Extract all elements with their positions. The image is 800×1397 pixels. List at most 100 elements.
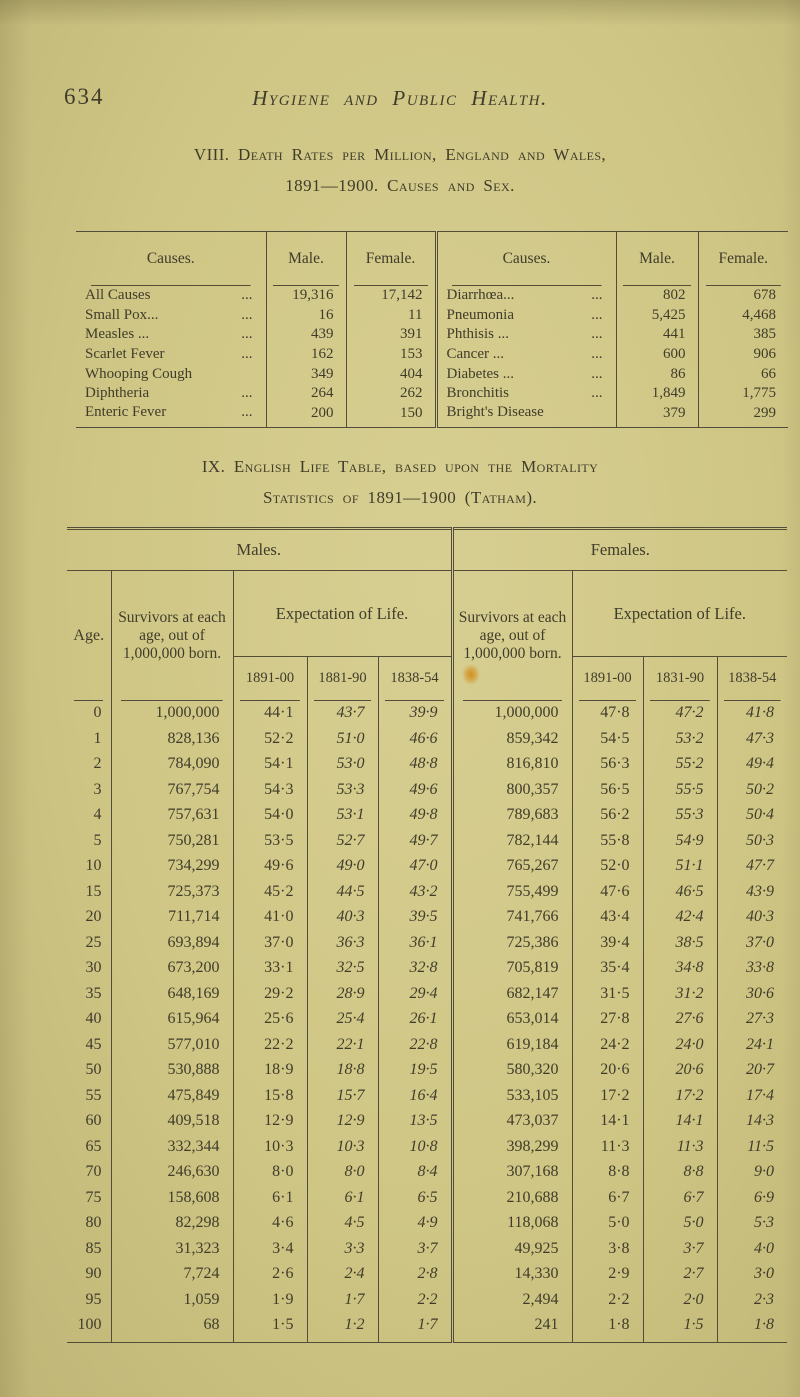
female-survivors-value: 619,184: [452, 1032, 573, 1058]
male-expectation-1891-00: 49·6: [233, 853, 308, 879]
life-table-row: 35 648,169 29·2 28·9 29·4 682,147 31·5 3…: [67, 981, 787, 1007]
cause-name: All Causes: [85, 287, 151, 304]
male-expectation-1838-54: 29·4: [378, 981, 454, 1007]
male-expectation-1891-00: 25·6: [233, 1006, 308, 1032]
leader-dots: ...: [241, 346, 253, 363]
male-expectation-1891-00: 29·2: [233, 981, 308, 1007]
female-expectation-1831-90: 1·5: [643, 1312, 718, 1343]
female-expectation-1831-90: 47·2: [643, 700, 718, 726]
female-expectation-1838-54: 6·9: [754, 1188, 775, 1206]
male-expectation-1881-90: 8·0: [307, 1159, 379, 1185]
female-expectation-1838-54: 27·3: [746, 1010, 775, 1028]
leader-dots: ...: [591, 306, 603, 323]
male-survivors-value: 734,299: [111, 853, 234, 879]
male-expectation-1838-54: 48·8: [378, 751, 454, 777]
male-survivors-value: 725,373: [111, 879, 234, 905]
male-survivors-value: 693,894: [111, 930, 234, 956]
female-expectation-1838-54: 37·0: [746, 933, 775, 951]
female-expectation-1831-90: 34·8: [643, 955, 718, 981]
life-table-row: 20 711,714 41·0 40·3 39·5 741,766 43·4 4…: [67, 904, 787, 930]
female-value: 1,775: [742, 385, 776, 402]
female-expectation-1891-00: 2·9: [572, 1261, 644, 1287]
leader-dots: ...: [241, 404, 253, 421]
male-expectation-1881-90: 53·1: [307, 802, 379, 828]
female-expectation-1831-90: 53·2: [643, 726, 718, 752]
leader-dots: ...: [591, 326, 603, 343]
female-expectation-1831-90: 54·9: [643, 828, 718, 854]
age-value: 35: [67, 981, 112, 1007]
cause-name: Pneumonia: [446, 306, 515, 323]
stain-mark: [462, 664, 480, 685]
age-value: 80: [67, 1210, 112, 1236]
male-survivors-value: 784,090: [111, 751, 234, 777]
male-expectation-1881-90: 18·8: [307, 1057, 379, 1083]
female-expectation-1831-90: 46·5: [643, 879, 718, 905]
male-expectation-1891-00: 6·1: [233, 1185, 308, 1211]
male-expectation-1838-54: 13·5: [378, 1108, 454, 1134]
female-expectation-1831-90: 55·2: [643, 751, 718, 777]
female-year-header-1838-54: 1838-54: [717, 656, 788, 701]
male-year-header-1838-54: 1838-54: [378, 656, 454, 701]
female-expectation-1891-00: 6·7: [572, 1185, 644, 1211]
male-expectation-header: Expectation of Life.: [233, 570, 454, 657]
female-survivors-value: 725,386: [452, 930, 573, 956]
male-expectation-1891-00: 54·1: [233, 751, 308, 777]
death-rates-title-line1: VIII. Death Rates per Million, England a…: [193, 145, 607, 164]
life-table-row: 0 1,000,000 44·1 43·7 39·9 1,000,000 47·…: [67, 700, 787, 726]
male-expectation-1891-00: 12·9: [233, 1108, 308, 1134]
female-expectation-1838-54: 24·1: [746, 1035, 775, 1053]
cause-cell: Whooping Cough: [76, 364, 267, 384]
male-expectation-1838-54: 46·6: [378, 726, 454, 752]
male-expectation-1891-00: 1·5: [233, 1312, 308, 1343]
cause-name: Scarlet Fever: [85, 346, 165, 363]
male-expectation-1881-90: 43·7: [307, 700, 379, 726]
leader-dots: ...: [241, 326, 253, 343]
male-expectation-1891-00: 52·2: [233, 726, 308, 752]
cause-name: Diarrhœa...: [446, 287, 515, 304]
female-value: 17,142: [346, 286, 438, 306]
life-table-row: 40 615,964 25·6 25·4 26·1 653,014 27·8 2…: [67, 1006, 787, 1032]
male-value: 349: [266, 364, 347, 384]
female-expectation-1831-90: 24·0: [643, 1032, 718, 1058]
age-value: 10: [67, 853, 112, 879]
male-expectation-1838-54: 8·4: [378, 1159, 454, 1185]
female-expectation-1831-90: 31·2: [643, 981, 718, 1007]
female-expectation-1838-54: 17·4: [746, 1086, 775, 1104]
life-table-title: IX. English Life Table, based upon the M…: [40, 451, 760, 513]
female-expectation-1831-90: 3·7: [643, 1236, 718, 1262]
life-table-row: 90 7,724 2·6 2·4 2·8 14,330 2·9 2·7 3·0: [67, 1261, 787, 1287]
female-expectation-1838-54: 5·3: [754, 1214, 775, 1232]
male-expectation-1881-90: 25·4: [307, 1006, 379, 1032]
death-rates-row: Enteric Fever ... 200 150 Bright's Disea…: [76, 403, 788, 428]
female-expectation-1891-00: 27·8: [572, 1006, 644, 1032]
leader-dots: ...: [591, 385, 603, 402]
female-expectation-1838-54: 49·4: [746, 755, 775, 773]
page-number: 634: [64, 84, 105, 109]
male-expectation-1891-00: 54·0: [233, 802, 308, 828]
cause-name: Diphtheria: [85, 385, 150, 402]
male-value: 19,316: [266, 286, 347, 306]
cause-name: Cancer ...: [446, 346, 504, 363]
female-expectation-1891-00: 14·1: [572, 1108, 644, 1134]
male-survivors-value: 1,000,000: [111, 700, 234, 726]
cause-name: Enteric Fever: [85, 404, 167, 421]
male-expectation-1881-90: 10·3: [307, 1134, 379, 1160]
male-expectation-1891-00: 41·0: [233, 904, 308, 930]
male-expectation-1881-90: 1·7: [307, 1287, 379, 1313]
female-expectation-1838-54: 41·8: [746, 704, 775, 722]
female-expectation-1891-00: 54·5: [572, 726, 644, 752]
age-value: 40: [67, 1006, 112, 1032]
male-expectation-1881-90: 15·7: [307, 1083, 379, 1109]
cause-name: Bronchitis: [446, 385, 510, 402]
male-survivors-header: Survivors at each age, out of 1,000,000 …: [111, 570, 234, 701]
female-survivors-value: 580,320: [452, 1057, 573, 1083]
female-survivors-value: 1,000,000: [452, 700, 573, 726]
female-expectation-1831-90: 6·7: [643, 1185, 718, 1211]
female-expectation-1838-54: 11·5: [747, 1137, 775, 1155]
male-survivors-value: 158,608: [111, 1185, 234, 1211]
female-value: 404: [346, 364, 438, 384]
male-expectation-1891-00: 53·5: [233, 828, 308, 854]
sex-header-row: Males. Females.: [67, 528, 788, 571]
age-value: 30: [67, 955, 112, 981]
female-expectation-1838-54: 1·8: [754, 1316, 775, 1334]
